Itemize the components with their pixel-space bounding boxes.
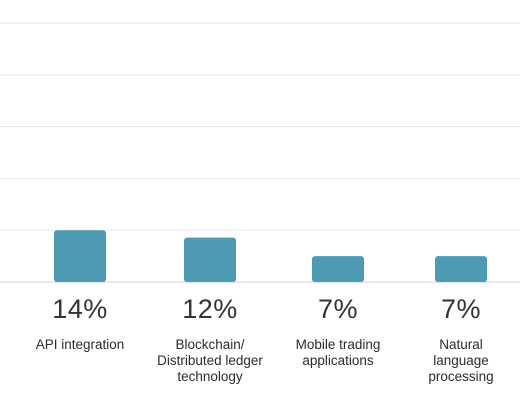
value-label: 14% (52, 294, 108, 324)
category-label: Natural language processing (428, 337, 494, 384)
bar (312, 256, 364, 282)
value-label: 7% (440, 294, 482, 324)
category-label: Mobile trading applications (295, 337, 381, 368)
bar (54, 230, 106, 282)
value-label: 12% (182, 294, 238, 324)
bar (435, 256, 487, 282)
category-label: API integration (35, 337, 125, 352)
bar (184, 237, 236, 282)
value-label: 7% (317, 294, 359, 324)
bars (54, 230, 487, 282)
category-label: Blockchain/ Distributed ledger technolog… (157, 337, 263, 384)
